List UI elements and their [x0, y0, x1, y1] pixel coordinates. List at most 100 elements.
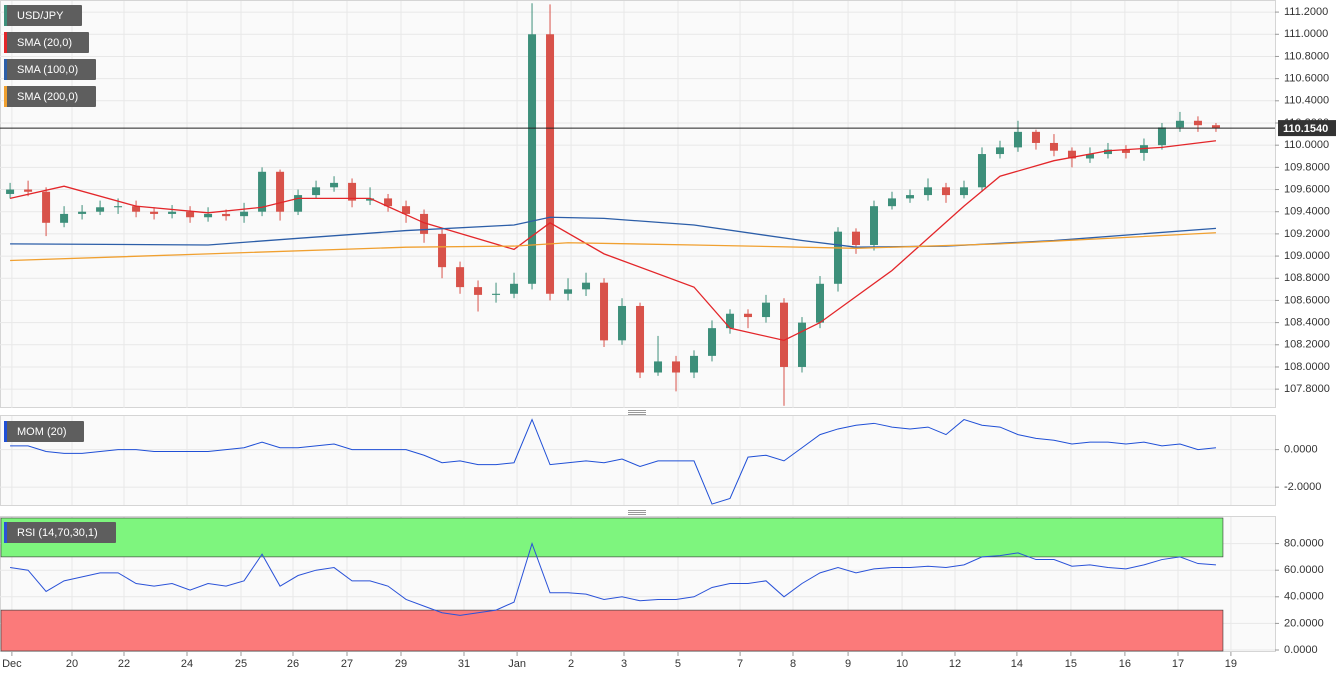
- candle-body: [60, 213, 69, 223]
- legend-label[interactable]: SMA (100,0): [17, 64, 78, 76]
- candle-body: [1103, 149, 1112, 155]
- candle-body: [384, 198, 393, 207]
- legend-box[interactable]: [4, 5, 82, 26]
- panel-resizer[interactable]: [628, 410, 646, 515]
- indicator-line: [10, 542, 1217, 616]
- legend-label[interactable]: SMA (20,0): [17, 37, 72, 49]
- legend-box[interactable]: [4, 522, 116, 543]
- candle-body: [672, 361, 681, 373]
- legend-box[interactable]: [4, 86, 96, 107]
- candle-body: [240, 211, 249, 217]
- candle-body: [977, 154, 986, 188]
- candle-body: [150, 211, 159, 214]
- candle-body: [528, 34, 537, 284]
- candle-body: [258, 171, 267, 212]
- y-tick-label: 40.0000: [1284, 591, 1324, 603]
- y-tick-label: 80.0000: [1284, 538, 1324, 550]
- x-tick-label: 31: [458, 658, 470, 670]
- candle-body: [492, 293, 501, 295]
- candle-body: [312, 187, 321, 196]
- candle-body: [1193, 120, 1202, 126]
- legend-item[interactable]: RSI (14,70,30,1): [4, 522, 116, 543]
- legend-box[interactable]: [4, 32, 89, 53]
- legend-item[interactable]: SMA (200,0): [4, 86, 96, 107]
- x-tick-label: Jan: [508, 658, 526, 670]
- candle-body: [546, 34, 555, 294]
- x-tick-label: 3: [621, 658, 627, 670]
- x-tick-label: 9: [845, 658, 851, 670]
- candle-body: [690, 355, 699, 373]
- legend-box[interactable]: [4, 59, 96, 80]
- y-tick-label: 20.0000: [1284, 617, 1324, 629]
- y-tick-label: 110.8000: [1284, 50, 1329, 62]
- candle-body: [995, 147, 1004, 155]
- legend-label[interactable]: SMA (200,0): [17, 91, 78, 103]
- legend-swatch[interactable]: [4, 86, 7, 107]
- candle-body: [708, 328, 717, 356]
- x-tick-label: 16: [1119, 658, 1131, 670]
- candle-body: [42, 191, 51, 223]
- y-tick-label: 108.0000: [1284, 361, 1330, 373]
- y-tick-label: 0.0000: [1284, 644, 1318, 656]
- candle-body: [1085, 154, 1094, 159]
- legend-item[interactable]: USD/JPY: [4, 5, 82, 26]
- candle-body: [1175, 120, 1184, 128]
- candle-body: [474, 287, 483, 295]
- candle-body: [869, 206, 878, 245]
- y-tick-label: 109.6000: [1284, 183, 1330, 195]
- candle-body: [366, 198, 375, 201]
- overbought-zone: [0, 517, 1224, 558]
- y-tick-label: -2.0000: [1284, 481, 1321, 493]
- y-tick-label: 111.0000: [1284, 28, 1328, 40]
- y-tick-label: 108.2000: [1284, 339, 1330, 351]
- candle-body: [905, 195, 914, 199]
- x-tick-label: 8: [790, 658, 796, 670]
- x-tick-label: 15: [1065, 658, 1077, 670]
- y-tick-label: 110.4000: [1284, 95, 1329, 107]
- legend-swatch[interactable]: [4, 5, 7, 26]
- x-tick-label: 5: [675, 658, 681, 670]
- legend-swatch[interactable]: [4, 32, 7, 53]
- candle-body: [618, 305, 627, 341]
- candle-body: [78, 211, 87, 214]
- legend-box[interactable]: [4, 421, 84, 442]
- x-tick-label: Dec: [2, 658, 22, 670]
- candle-body: [348, 182, 357, 201]
- sma-line: [9, 140, 1217, 342]
- legend-label[interactable]: MOM (20): [17, 426, 67, 438]
- candle-body: [1049, 142, 1058, 151]
- candle-body: [1031, 131, 1040, 143]
- legend-item[interactable]: MOM (20): [4, 421, 84, 442]
- oversold-zone: [0, 609, 1224, 652]
- candle-body: [114, 206, 123, 208]
- legend-label[interactable]: USD/JPY: [17, 10, 64, 22]
- candle-body: [186, 211, 195, 218]
- y-tick-label: 110.6000: [1284, 73, 1329, 85]
- legend-swatch[interactable]: [4, 421, 7, 442]
- legend-item[interactable]: SMA (100,0): [4, 59, 96, 80]
- candle-body: [168, 211, 177, 214]
- candle-body: [132, 206, 141, 212]
- legend-label[interactable]: RSI (14,70,30,1): [17, 527, 98, 539]
- legend-swatch[interactable]: [4, 522, 7, 543]
- candle-body: [456, 267, 465, 288]
- candle-body: [510, 283, 519, 294]
- y-tick-label: 60.0000: [1284, 564, 1324, 576]
- candle-body: [1157, 127, 1166, 146]
- candle-body: [762, 302, 771, 318]
- x-tick-label: 22: [118, 658, 130, 670]
- candle-body: [834, 231, 843, 284]
- candle-body: [600, 282, 609, 341]
- candle-body: [1211, 125, 1220, 129]
- legend-swatch[interactable]: [4, 59, 7, 80]
- y-tick-label: 109.2000: [1284, 228, 1330, 240]
- last-price-box: [1278, 120, 1336, 137]
- legend-item[interactable]: SMA (20,0): [4, 32, 89, 53]
- x-tick-label: 7: [737, 658, 743, 670]
- mom-panel: [0, 415, 1276, 506]
- x-tick-label: 27: [341, 658, 353, 670]
- candle-body: [923, 187, 932, 196]
- x-tick-label: 25: [235, 658, 247, 670]
